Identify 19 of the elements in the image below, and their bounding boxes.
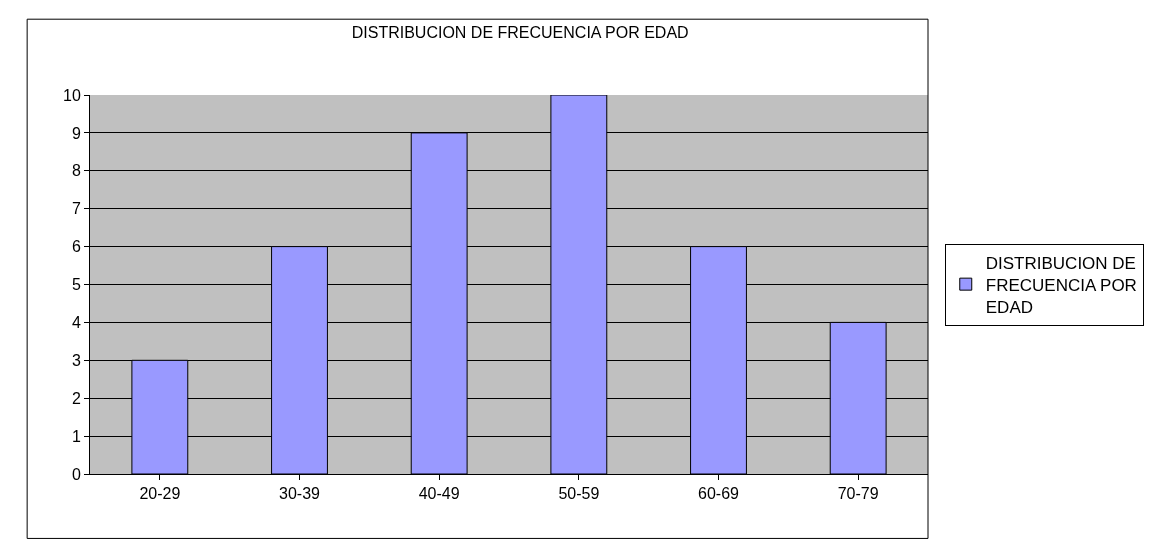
y-tick-label: 2	[71, 389, 81, 407]
y-tick-label: 0	[71, 465, 81, 483]
y-tick-label: 8	[71, 162, 81, 180]
chart-title: DISTRIBUCION DE FRECUENCIA POR EDAD	[351, 24, 689, 42]
x-tick-label: 60-69	[698, 485, 740, 503]
y-tick-label: 7	[71, 200, 81, 218]
x-tick-label: 70-79	[837, 485, 879, 503]
x-tick-label: 40-49	[418, 485, 460, 503]
y-tick-label: 3	[71, 351, 81, 369]
y-tick-label: 5	[71, 276, 81, 294]
legend-label: DISTRIBUCION DE FRECUENCIA POR EDAD	[985, 253, 1137, 317]
y-tick-label: 4	[71, 314, 81, 331]
x-tick-label: 30-39	[279, 485, 321, 503]
x-tick-label: 50-59	[558, 485, 600, 503]
x-tick-label: 20-29	[139, 485, 181, 503]
y-tick-label: 10	[63, 86, 81, 104]
y-tick-label: 6	[71, 238, 81, 256]
y-tick-label: 1	[71, 427, 81, 445]
y-tick-label: 9	[71, 124, 81, 142]
